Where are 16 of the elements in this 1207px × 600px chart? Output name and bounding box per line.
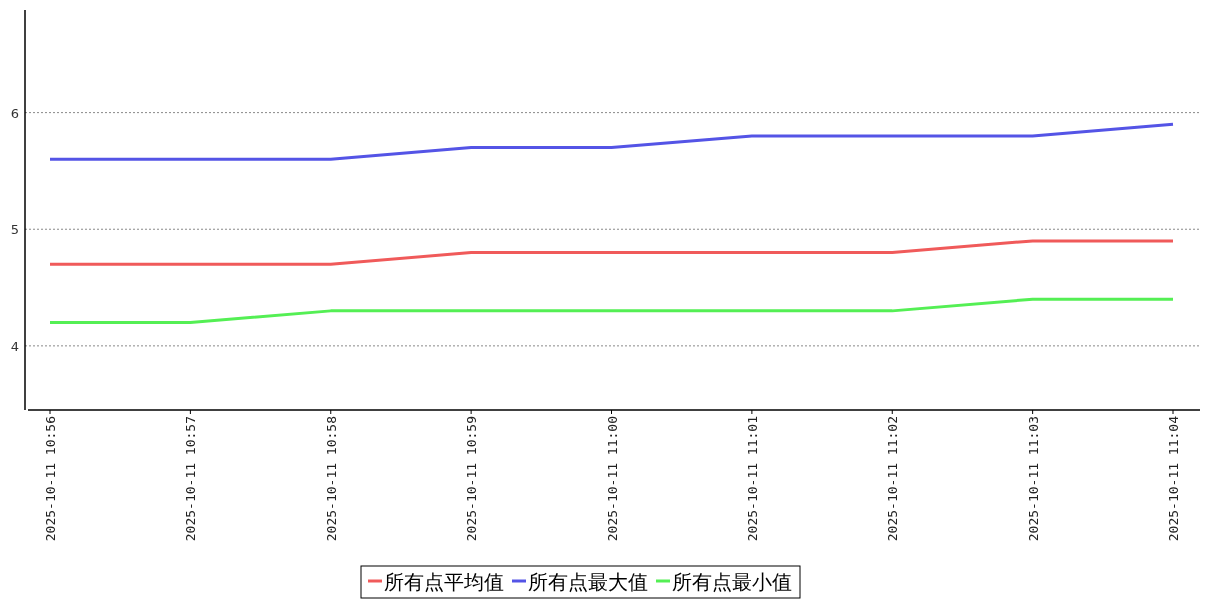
y-tick-label: 4 [10, 338, 20, 354]
x-tick-label: 2025-10-11 11:02 [885, 416, 901, 542]
legend-label: 所有点最大值 [528, 570, 648, 594]
x-tick-label: 2025-10-11 10:58 [323, 416, 339, 542]
x-tick-label: 2025-10-11 11:03 [1025, 416, 1041, 542]
x-tick-label: 2025-10-11 10:59 [464, 416, 480, 542]
x-tick-label: 2025-10-11 11:00 [604, 416, 620, 542]
x-tick-label: 2025-10-11 10:56 [43, 416, 58, 542]
x-tick-label: 2025-10-11 11:01 [744, 416, 760, 542]
legend-label: 所有点最小值 [672, 570, 792, 594]
x-tick-label: 2025-10-11 11:04 [1166, 415, 1181, 542]
y-tick-label: 6 [10, 105, 20, 121]
legend-label: 所有点平均值 [384, 570, 504, 594]
line-series [48, 122, 1175, 161]
y-tick-label: 5 [10, 222, 20, 238]
x-tick-label: 2025-10-11 10:57 [183, 416, 199, 542]
